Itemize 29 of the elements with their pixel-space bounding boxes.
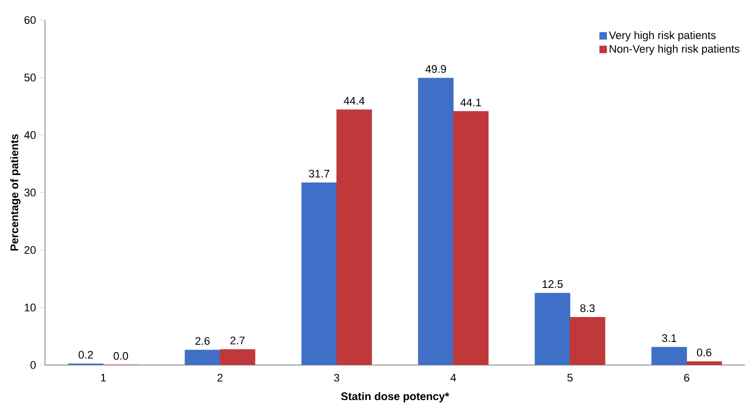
data-label: 12.5 xyxy=(542,280,563,288)
y-tick-label: 10 xyxy=(24,304,36,312)
y-tick-label: 60 xyxy=(24,16,36,24)
data-label: 49.9 xyxy=(425,65,446,73)
x-tick-label: 5 xyxy=(567,374,573,382)
x-tick-label: 3 xyxy=(334,374,340,382)
data-label: 31.7 xyxy=(308,170,330,178)
data-label: 2.6 xyxy=(195,337,210,345)
y-tick-label: 30 xyxy=(24,188,36,196)
y-axis-title: Percentage of patients xyxy=(10,134,20,251)
y-tick-label: 40 xyxy=(24,131,36,139)
data-label: 0.0 xyxy=(114,352,128,360)
legend-label: Non-Very high risk patients xyxy=(610,44,740,55)
data-label: 44.4 xyxy=(344,96,365,104)
x-tick-label: 4 xyxy=(450,374,456,382)
x-tick-label: 1 xyxy=(101,374,106,382)
x-tick-label: 6 xyxy=(684,374,690,382)
legend-label: Very high risk patients xyxy=(608,31,716,42)
y-tick-label: 20 xyxy=(24,246,36,254)
x-axis-title: Statin dose potency* xyxy=(341,392,450,402)
data-label: 0.2 xyxy=(78,350,93,359)
data-label: 2.7 xyxy=(230,336,245,344)
y-tick-label: 50 xyxy=(24,74,36,82)
x-tick-label: 2 xyxy=(218,374,222,382)
y-tick-label: 0 xyxy=(30,361,36,369)
data-label: 8.3 xyxy=(580,304,595,312)
data-label: 44.1 xyxy=(460,98,481,106)
data-label: 0.6 xyxy=(696,348,712,356)
data-label: 3.1 xyxy=(662,334,676,342)
